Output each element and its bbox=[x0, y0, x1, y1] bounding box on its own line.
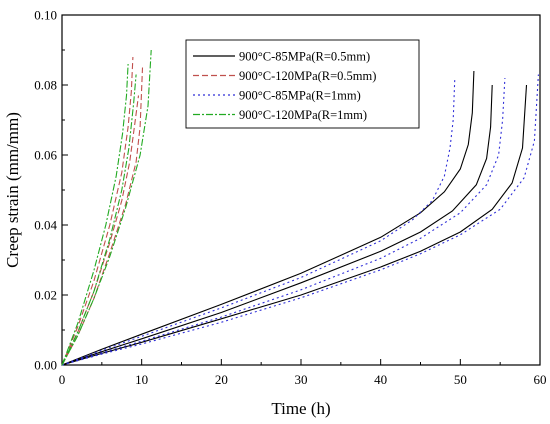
series-2-curve-1 bbox=[61, 56, 134, 366]
series-4-curve-2 bbox=[61, 74, 137, 366]
series-4-curve-1 bbox=[61, 63, 129, 366]
legend-box bbox=[185, 39, 420, 129]
x-tick-label: 30 bbox=[295, 372, 308, 387]
y-tick-label: 0.02 bbox=[34, 288, 57, 303]
axis-ticks: 0 10 20 30 40 50 60 0.00 0.02 0.04 0.06 0.08 0.10 bbox=[34, 8, 546, 388]
x-tick-label: 40 bbox=[374, 372, 387, 387]
x-axis-title: Time (h) bbox=[271, 399, 330, 418]
y-tick-label: 0.04 bbox=[34, 218, 57, 233]
x-tick-label: 0 bbox=[59, 372, 66, 387]
y-tick-label: 0.10 bbox=[34, 8, 57, 23]
x-tick-label: 50 bbox=[454, 372, 467, 387]
legend-label: 900°C-85MPa(R=1mm) bbox=[239, 89, 361, 103]
series-3-curve-1 bbox=[61, 77, 456, 366]
y-tick-label: 0.08 bbox=[34, 78, 57, 93]
legend-label: 900°C-120MPa(R=1mm) bbox=[239, 108, 367, 122]
series-1-curve-3 bbox=[61, 84, 528, 366]
y-tick-label: 0.06 bbox=[34, 148, 57, 163]
legend-label: 900°C-120MPa(R=0.5mm) bbox=[239, 69, 376, 83]
series-4-curve-3 bbox=[61, 49, 152, 366]
legend-label: 900°C-85MPa(R=0.5mm) bbox=[239, 50, 370, 64]
legend: 900°C-85MPa(R=0.5mm) 900°C-120MPa(R=0.5mm… bbox=[185, 39, 420, 129]
series-1-curve-2 bbox=[61, 84, 493, 366]
x-tick-label: 60 bbox=[534, 372, 547, 387]
series-3-curve-3 bbox=[61, 74, 539, 366]
x-tick-label: 20 bbox=[215, 372, 228, 387]
y-tick-label: 0.00 bbox=[34, 358, 57, 373]
y-axis-title: Creep strain (mm/mm) bbox=[3, 112, 22, 268]
series-2-curve-3 bbox=[61, 67, 144, 366]
series-2-curve-2 bbox=[61, 95, 140, 366]
series-1-curve-1 bbox=[61, 70, 475, 366]
series-lines bbox=[61, 49, 539, 366]
series-3-curve-2 bbox=[61, 77, 506, 366]
x-tick-label: 10 bbox=[135, 372, 148, 387]
